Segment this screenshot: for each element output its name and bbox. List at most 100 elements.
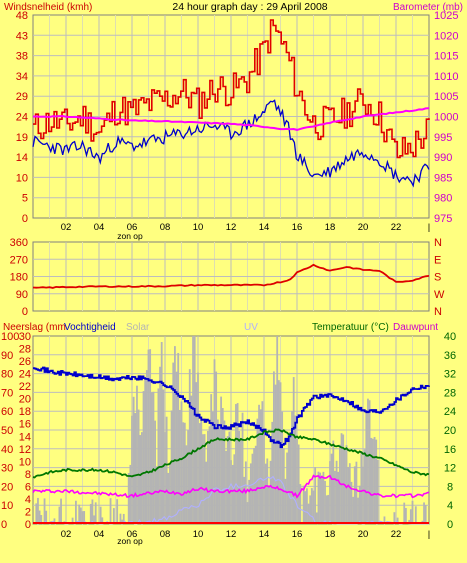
temperature-axis-title: Temperatuur (°C) [312, 322, 389, 333]
wind-tick-label: 34 [16, 71, 28, 83]
temperature-tick-label: 36 [444, 350, 456, 362]
rain-tick-label: 4 [25, 494, 31, 506]
solar-bar [268, 485, 270, 524]
solar-bar [312, 490, 315, 524]
solar-bar [188, 369, 191, 524]
solar-bar [177, 352, 180, 524]
solar-bar [281, 411, 284, 524]
solar-bar [319, 472, 321, 524]
dewpoint-line [32, 474, 430, 499]
rain-tick-label: 16 [19, 419, 31, 431]
humidity-tick-label: 90 [1, 350, 13, 362]
solar-bar [277, 380, 280, 524]
x-tick-label: 02 [61, 529, 72, 540]
solar-bar [423, 502, 425, 524]
temperature-tick-label: 32 [444, 369, 456, 381]
solar-bar [240, 439, 242, 524]
wind-tick-label: 10 [16, 172, 28, 184]
solar-bar [337, 471, 340, 524]
solar-bar [348, 463, 351, 524]
temperature-tick-label: 4 [447, 500, 453, 512]
solar-bar [203, 434, 206, 524]
temperature-tick-label: 12 [444, 463, 456, 475]
compass-tick-label: N [434, 237, 442, 249]
solar-bar [75, 500, 77, 524]
solar-bar [383, 516, 386, 524]
solar-bar [315, 512, 318, 524]
solar-bar [79, 507, 82, 524]
solar-bar [370, 437, 373, 524]
barometer-axis-title: Barometer (mb) [393, 2, 463, 13]
x-tick-label: 20 [358, 529, 369, 540]
solar-bar [279, 382, 282, 524]
solar-bar [165, 416, 168, 524]
solar-bar [286, 452, 288, 524]
solar-bar [109, 498, 112, 524]
wind-average-line [32, 99, 430, 188]
solar-bar [205, 461, 208, 524]
solar-bar [122, 513, 125, 524]
temperature-tick-label: 40 [444, 331, 456, 343]
dewpoint-axis-title: Dauwpunt [393, 322, 438, 333]
rain-tick-label: 20 [19, 394, 31, 406]
solar-bar [230, 460, 232, 524]
rain-axis-title: Neerslag (mm [3, 322, 66, 333]
solar-bar [226, 436, 229, 524]
x-tick-label: 04 [94, 222, 105, 233]
solar-bar [424, 505, 427, 524]
solar-bar [335, 460, 338, 524]
x-tick-label: 18 [325, 222, 336, 233]
temperature-tick-label: 8 [447, 481, 453, 493]
solar-bar [251, 453, 254, 524]
barometer-tick-label: 1005 [434, 91, 458, 103]
temperature-tick-label: 28 [444, 387, 456, 399]
solar-bar [71, 517, 74, 524]
solar-bar [365, 411, 368, 524]
solar-bar [101, 517, 104, 524]
solar-bar [284, 478, 287, 524]
solar-bar [327, 494, 330, 524]
compass-tick-label: W [434, 289, 445, 301]
x-tick-label: 22 [391, 529, 402, 540]
solar-bar [127, 473, 130, 524]
barometer-tick-label: 975 [434, 213, 452, 225]
solar-bar [340, 433, 343, 524]
solar-bar [330, 453, 333, 524]
humidity-tick-label: 40 [1, 444, 13, 456]
solar-bar [167, 472, 170, 524]
solar-bar [93, 515, 95, 524]
solar-bar [373, 436, 376, 524]
solar-bar [190, 395, 193, 524]
solar-bar [60, 498, 62, 524]
solar-bar [83, 511, 86, 524]
x-tick-label: | [428, 529, 430, 540]
solar-bar [358, 485, 361, 524]
solar-bar [178, 409, 181, 524]
solar-bar [353, 466, 356, 524]
direction-tick-label: 0 [22, 306, 28, 318]
solar-bar [231, 464, 234, 524]
solar-bar [45, 510, 48, 524]
rain-tick-label: 6 [25, 481, 31, 493]
rain-tick-label: 2 [25, 506, 31, 518]
solar-bar [121, 519, 123, 524]
wind-tick-label: 0 [22, 213, 28, 225]
solar-bar [99, 506, 102, 524]
solar-bar [164, 432, 166, 524]
x-tick-label: 12 [226, 222, 237, 233]
solar-bar [195, 382, 198, 524]
solar-bar [202, 434, 204, 524]
chart-title: 24 hour graph day : 29 April 2008 [172, 1, 327, 13]
rain-tick-label: 22 [19, 381, 31, 393]
solar-bar [269, 460, 272, 524]
x-tick-label: 12 [226, 529, 237, 540]
humidity-tick-label: 10 [1, 500, 13, 512]
solar-bar [213, 359, 216, 524]
solar-bar [182, 422, 185, 524]
solar-bar [159, 366, 161, 524]
humidity-tick-label: 50 [1, 425, 13, 437]
solar-bar [150, 392, 153, 524]
solar-bar [342, 434, 345, 524]
